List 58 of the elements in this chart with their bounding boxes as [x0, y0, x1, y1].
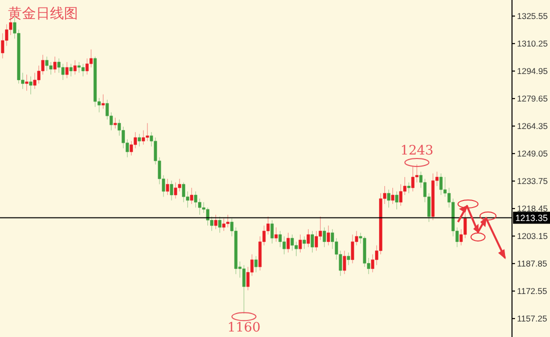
candlestick — [53, 56, 57, 74]
candlestick — [302, 236, 306, 250]
candlestick — [226, 214, 230, 228]
candlestick — [270, 220, 274, 244]
candlestick — [391, 188, 394, 204]
y-tick-label: 1249.05 — [517, 148, 548, 159]
candlestick — [346, 252, 350, 266]
candlestick — [306, 228, 310, 248]
candlestick — [170, 180, 174, 201]
candlestick — [326, 225, 330, 246]
y-tick-label: 1325.55 — [517, 11, 548, 22]
candlestick — [69, 64, 73, 77]
candlestick — [174, 182, 178, 199]
annotation: 1243 — [400, 143, 434, 158]
candlestick — [114, 117, 117, 129]
y-tick-label: 1279.65 — [517, 94, 548, 104]
y-tick-label: 1233.75 — [517, 176, 548, 186]
ref-line-label: 1213.35 — [515, 213, 548, 224]
candlestick — [190, 188, 194, 204]
candlestick — [222, 218, 226, 232]
annotation: 1160 — [227, 320, 260, 336]
candlestick — [166, 178, 170, 196]
candlestick — [254, 256, 258, 273]
y-tick-label: 1187.85 — [517, 258, 548, 269]
candlestick — [298, 234, 302, 253]
candlestick — [73, 60, 77, 75]
candlestick — [350, 234, 354, 264]
candlestick — [81, 64, 85, 77]
candlestick — [310, 230, 314, 253]
y-tick-label: 1310.25 — [517, 38, 548, 49]
candlestick — [65, 62, 69, 78]
y-tick-label: 1294.95 — [517, 66, 548, 76]
candlestick — [138, 134, 142, 147]
candlestick — [214, 214, 218, 230]
candlestick — [286, 232, 290, 253]
y-tick-label: 1157.25 — [517, 314, 548, 324]
candlestick — [431, 173, 435, 220]
y-tick-label: 1203.15 — [517, 231, 548, 242]
candlestick — [395, 191, 398, 210]
candlestick — [218, 216, 222, 234]
candlestick — [45, 56, 49, 72]
text: 黄金日线图 — [8, 6, 78, 22]
candlestick — [274, 227, 278, 242]
y-tick-label: 1218.45 — [517, 204, 548, 214]
candlestick — [342, 250, 346, 274]
candlestick — [411, 166, 415, 192]
candlestick — [242, 264, 246, 314]
y-tick-label: 1172.55 — [517, 286, 548, 296]
candlestick — [102, 94, 105, 109]
candlestick — [29, 76, 32, 95]
candlestick — [407, 182, 410, 194]
y-tick-label: 1264.35 — [517, 121, 548, 132]
candlestick — [77, 62, 81, 74]
candlestick — [25, 74, 28, 92]
candlestick — [322, 227, 326, 248]
candlestick — [146, 122, 150, 142]
candlestick — [387, 189, 390, 208]
candlestick — [439, 173, 443, 196]
